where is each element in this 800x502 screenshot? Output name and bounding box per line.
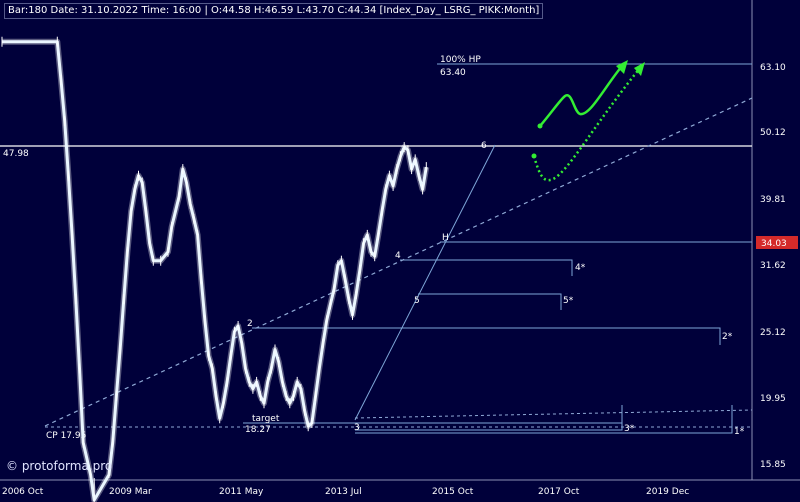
wave-label: 6 (481, 141, 487, 151)
y-tick-label: 31.62 (760, 261, 786, 271)
chart-header: Bar:180 Date: 31.10.2022 Time: 16:00 | O… (4, 3, 544, 19)
wave-label: 4 (395, 251, 401, 261)
y-tick-label: 50.12 (760, 128, 786, 138)
y-tick-label: 19.95 (760, 394, 786, 404)
wave-label: 1* (734, 427, 745, 437)
wave-labels: 2 3 4 5 6 H 2* 4* 5* 3* 1* (247, 141, 745, 437)
x-tick-label: 2009 Mar (109, 487, 152, 497)
forecast-solid (539, 65, 623, 127)
last-price-badge (756, 236, 798, 249)
forecast-dotted (532, 67, 641, 182)
y-tick-label: 15.85 (760, 460, 786, 470)
wave-label: 3* (624, 424, 635, 434)
wave-label: 4* (575, 263, 586, 273)
line-3-star (355, 405, 623, 431)
level-target-value: 18.27 (245, 425, 271, 435)
price-series (1, 36, 430, 502)
x-tick-label: 2006 Oct (2, 487, 44, 497)
line-1-star (355, 405, 733, 434)
line-4-star (400, 259, 573, 276)
trend-3-6 (354, 144, 496, 421)
forecast-dotted-arrowhead (634, 62, 645, 76)
wave-label: H (442, 233, 449, 243)
line-2-star (252, 327, 721, 345)
trendline-main (44, 97, 753, 427)
x-tick-label: 2019 Dec (646, 487, 689, 497)
wave-label: 3 (354, 423, 360, 433)
y-tick-label: 63.10 (760, 63, 786, 73)
structure-lines (252, 144, 752, 434)
level-47-98-label: 47.98 (3, 149, 29, 159)
x-tick-label: 2015 Oct (432, 487, 474, 497)
forecast-solid-arrowhead (616, 60, 628, 74)
forecast-dotted-start (531, 153, 537, 159)
y-axis-ticks: 63.10 50.12 39.81 31.62 25.12 19.95 15.8… (760, 63, 786, 470)
y-tick-label: 39.81 (760, 195, 786, 205)
watermark: © protoforma.pro (6, 459, 113, 473)
wave-label: 5* (563, 296, 574, 306)
x-tick-label: 2011 May (219, 487, 264, 497)
line-5-star (418, 293, 562, 310)
forecast-solid-start (537, 123, 543, 129)
last-price-label: 34.03 (761, 239, 787, 249)
wave-label: 2* (722, 332, 733, 342)
x-axis-ticks: 2006 Oct 2009 Mar 2011 May 2013 Jul 2015… (2, 487, 689, 497)
y-tick-label: 25.12 (760, 328, 786, 338)
trendline-base (354, 409, 753, 419)
level-hp-label: 100% HP (440, 55, 481, 65)
level-cp-label: CP 17.95 (46, 431, 86, 441)
wave-label: 5 (414, 296, 420, 306)
x-tick-label: 2013 Jul (325, 487, 362, 497)
level-target-label: target (252, 414, 280, 424)
level-hp-value: 63.40 (440, 68, 466, 78)
x-tick-label: 2017 Oct (538, 487, 580, 497)
wave-label: 2 (247, 319, 253, 329)
